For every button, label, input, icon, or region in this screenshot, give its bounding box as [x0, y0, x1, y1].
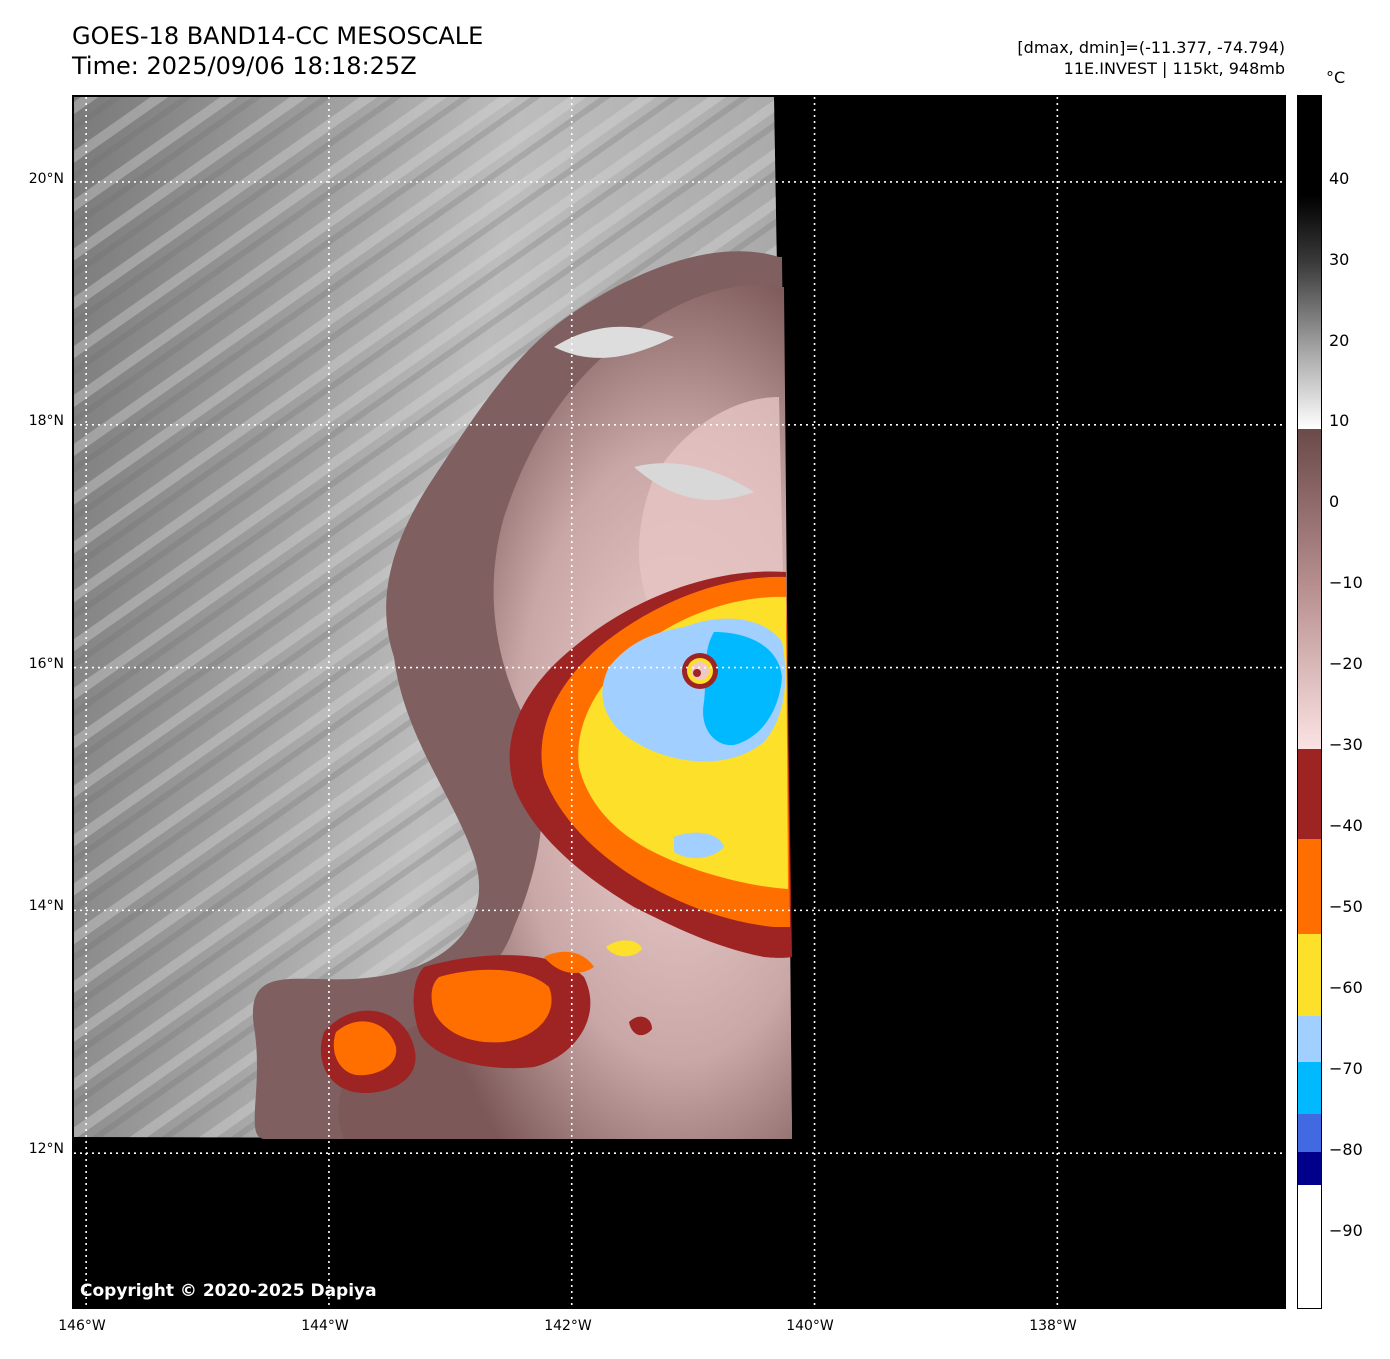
colorbar-label-minus80: −80 [1329, 1140, 1363, 1159]
lat-label-14n: 14°N [28, 898, 64, 914]
map-title: GOES-18 BAND14-CC MESOSCALE [72, 22, 484, 50]
colorbar-unit: °C [1326, 68, 1346, 87]
lon-label-138w: 138°W [1029, 1318, 1077, 1334]
map-canvas [74, 97, 1284, 1307]
colorbar-label-minus60: −60 [1329, 978, 1363, 997]
colorbar-label-minus50: −50 [1329, 897, 1363, 916]
lat-label-18n: 18°N [28, 413, 64, 429]
colorbar-white-segment [1298, 1185, 1321, 1308]
graticule [74, 97, 1284, 1307]
colorbar-royalblue-segment [1298, 1114, 1321, 1152]
satellite-map: Copyright © 2020-2025 Dapiya [72, 95, 1286, 1309]
copyright-text: Copyright © 2020-2025 Dapiya [80, 1281, 377, 1301]
colorbar-lightblue-segment [1298, 1016, 1321, 1062]
colorbar-label-minus10: −10 [1329, 573, 1363, 592]
colorbar-label-30: 30 [1329, 250, 1350, 269]
lon-label-144w: 144°W [301, 1318, 349, 1334]
colorbar-label-0: 0 [1329, 492, 1340, 511]
colorbar-navy-segment [1298, 1152, 1321, 1185]
colorbar-orange-segment [1298, 839, 1321, 934]
lat-label-20n: 20°N [28, 171, 64, 187]
colorbar-label-minus90: −90 [1329, 1221, 1363, 1240]
lat-label-12n: 12°N [28, 1141, 64, 1157]
hurricane-eye [682, 653, 718, 689]
colorbar-brown-segment [1298, 429, 1321, 749]
colorbar-gray-segment [1298, 96, 1321, 429]
colorbar-darkred-segment [1298, 749, 1321, 839]
storm-info: 11E.INVEST | 115kt, 948mb [1063, 59, 1285, 78]
colorbar-label-40: 40 [1329, 169, 1350, 188]
colorbar-canvas [1298, 96, 1321, 1308]
colorbar-cyan-segment [1298, 1062, 1321, 1114]
colorbar-yellow-segment [1298, 934, 1321, 1016]
colorbar [1297, 95, 1322, 1309]
temperature-range: [dmax, dmin]=(-11.377, -74.794) [1017, 38, 1285, 57]
colorbar-label-minus40: −40 [1329, 816, 1363, 835]
lon-label-142w: 142°W [544, 1318, 592, 1334]
central-dense-overcast [509, 571, 792, 958]
colorbar-label-minus30: −30 [1329, 735, 1363, 754]
lat-label-16n: 16°N [28, 656, 64, 672]
southern-convection [320, 940, 652, 1093]
colorbar-label-10: 10 [1329, 411, 1350, 430]
map-timestamp: Time: 2025/09/06 18:18:25Z [72, 52, 417, 80]
lon-label-146w: 146°W [58, 1318, 106, 1334]
colorbar-label-20: 20 [1329, 331, 1350, 350]
colorbar-label-minus20: −20 [1329, 654, 1363, 673]
lon-label-140w: 140°W [786, 1318, 834, 1334]
colorbar-label-minus70: −70 [1329, 1059, 1363, 1078]
